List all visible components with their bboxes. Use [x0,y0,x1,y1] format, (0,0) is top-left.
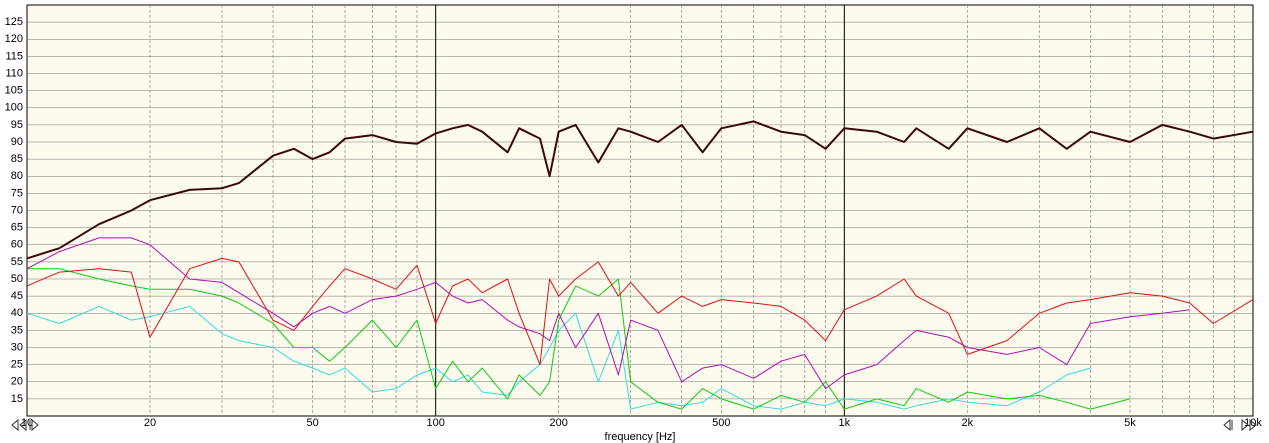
series-line [27,268,1131,410]
y-tick-label: 60 [11,239,23,251]
series-line [26,237,1190,390]
x-tick-label: 5k [1124,417,1136,429]
y-tick-label: 45 [11,290,23,302]
series-line [26,305,1091,410]
y-tick-label: 125 [5,16,23,28]
lines [26,120,1254,410]
x-tick-label: 100 [426,417,444,429]
x-tick-label: 2k [962,417,974,429]
x-tick-label: 200 [550,417,568,429]
y-tick-label: 90 [11,136,23,148]
series-line [26,120,1254,260]
y-tick-label: 85 [11,153,23,165]
y-tick-label: 100 [5,102,23,114]
y-tick-label: 115 [5,50,23,62]
y-tick-label: 120 [5,33,23,45]
y-tick-label: 110 [5,67,23,79]
y-tick-label: 80 [11,170,23,182]
y-tick-label: 70 [11,204,23,216]
y-tick-label: 55 [11,256,23,268]
x-tick-label: 500 [712,417,730,429]
scroll-left-end[interactable] [1223,418,1233,432]
y-tick-label: 65 [11,222,23,234]
y-tick-label: 30 [11,341,23,353]
y-tick-label: 20 [11,376,23,388]
grid [26,5,1254,416]
x-axis-label: frequency [Hz] [605,431,676,443]
series-line [26,257,1254,366]
y-tick-label: 35 [11,324,23,336]
x-tick-label: 50 [307,417,319,429]
labels: 15 20 25 30 35 40 45 50 55 60 65 70 75 80 85 90 95 100 105… [5,16,1263,429]
y-tick-label: 40 [11,307,23,319]
y-tick-label: 50 [11,273,23,285]
y-tick-label: 25 [11,359,23,371]
scroll-left[interactable] [11,418,27,432]
scroll-right-start[interactable] [29,418,39,432]
x-tick-label: 1k [839,417,851,429]
y-tick-label: 95 [11,119,23,131]
x-tick-label: 20 [144,417,156,429]
y-tick-label: 75 [11,187,23,199]
scroll-right[interactable] [1241,418,1257,432]
y-tick-label: 105 [5,85,23,97]
y-tick-label: 15 [11,393,23,405]
